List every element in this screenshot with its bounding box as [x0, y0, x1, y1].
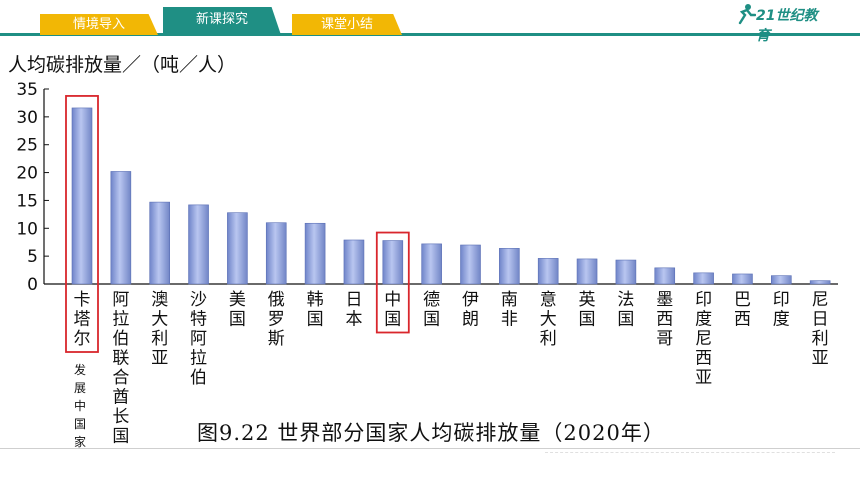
top-navigation-bar: 情境导入 新课探究 课堂小结 21世纪教育 — [0, 0, 860, 44]
tab-summary[interactable]: 课堂小结 — [292, 14, 402, 35]
category-label-5: 俄罗斯 — [268, 290, 285, 349]
tab-intro-label: 情境导入 — [72, 17, 125, 32]
y-tick-label: 15 — [16, 191, 38, 211]
bar-5 — [265, 222, 287, 285]
y-tick-label: 10 — [16, 219, 38, 239]
category-label-19: 尼日利亚 — [812, 290, 829, 369]
runner-icon — [738, 4, 757, 25]
bar-12 — [537, 258, 559, 285]
bar-15 — [654, 267, 676, 285]
brand-logo: 21世纪教育 — [736, 3, 826, 44]
category-label-2: 澳大利亚 — [151, 290, 168, 369]
category-label-6: 韩国 — [307, 290, 324, 330]
category-label-16: 印度尼西亚 — [695, 290, 712, 388]
y-tick-label: 20 — [16, 164, 38, 184]
category-label-10: 伊朗 — [462, 290, 479, 330]
y-tick-label: 25 — [16, 136, 38, 156]
y-axis-label: 人均碳排放量／（吨／人） — [8, 54, 237, 76]
category-label-3: 沙特阿拉伯 — [190, 290, 207, 388]
bar-4 — [227, 212, 248, 285]
footer-divider — [0, 448, 860, 449]
bar-13 — [576, 258, 598, 285]
y-tick-label: 35 — [16, 80, 38, 100]
category-label-11: 南非 — [501, 290, 518, 330]
y-tick-label: 0 — [27, 275, 38, 295]
category-label-4: 美国 — [229, 290, 246, 330]
y-tick-label: 5 — [27, 247, 38, 267]
tab-new-lesson-label: 新课探究 — [195, 12, 248, 27]
bar-0 — [71, 107, 93, 285]
chart-bars — [71, 107, 831, 285]
bar-1 — [110, 171, 132, 285]
nav-divider-line — [0, 33, 860, 36]
bar-2 — [149, 201, 170, 285]
developing-country-note: 发展中国家 — [73, 363, 86, 449]
category-label-17: 巴西 — [734, 290, 751, 330]
tab-intro[interactable]: 情境导入 — [40, 14, 158, 35]
category-label-9: 德国 — [423, 290, 440, 330]
category-label-1: 阿拉伯联合酋长国 — [112, 290, 129, 447]
bar-16 — [693, 272, 714, 285]
bar-18 — [770, 275, 792, 285]
chart-highlight-boxes — [65, 95, 410, 353]
bar-14 — [615, 259, 637, 285]
bar-11 — [499, 248, 520, 285]
bar-7 — [343, 239, 365, 285]
bar-8 — [382, 240, 404, 285]
tab-summary-label: 课堂小结 — [320, 17, 373, 32]
category-label-14: 法国 — [617, 290, 634, 330]
bar-9 — [421, 243, 442, 285]
category-label-0: 卡塔尔 — [74, 290, 91, 349]
category-label-13: 英国 — [579, 290, 596, 330]
bar-3 — [188, 204, 209, 285]
figure-caption: 图9.22 世界部分国家人均碳排放量（2020年） — [197, 421, 665, 445]
bar-6 — [304, 222, 326, 285]
category-label-12: 意大利 — [540, 290, 557, 349]
highlight-box-8 — [375, 231, 410, 334]
logo-text: 21世纪教育 — [756, 8, 818, 44]
category-label-7: 日本 — [345, 290, 362, 330]
tab-new-lesson[interactable]: 新课探究 — [163, 7, 281, 35]
bar-19 — [809, 280, 831, 285]
category-label-15: 墨西哥 — [656, 290, 673, 349]
bar-10 — [460, 244, 481, 285]
category-label-18: 印度 — [773, 290, 790, 330]
bar-17 — [732, 273, 753, 285]
y-tick-label: 30 — [16, 108, 38, 128]
footer-dash-line — [545, 452, 835, 453]
category-label-8: 中国 — [384, 290, 401, 330]
highlight-box-0 — [65, 95, 99, 353]
